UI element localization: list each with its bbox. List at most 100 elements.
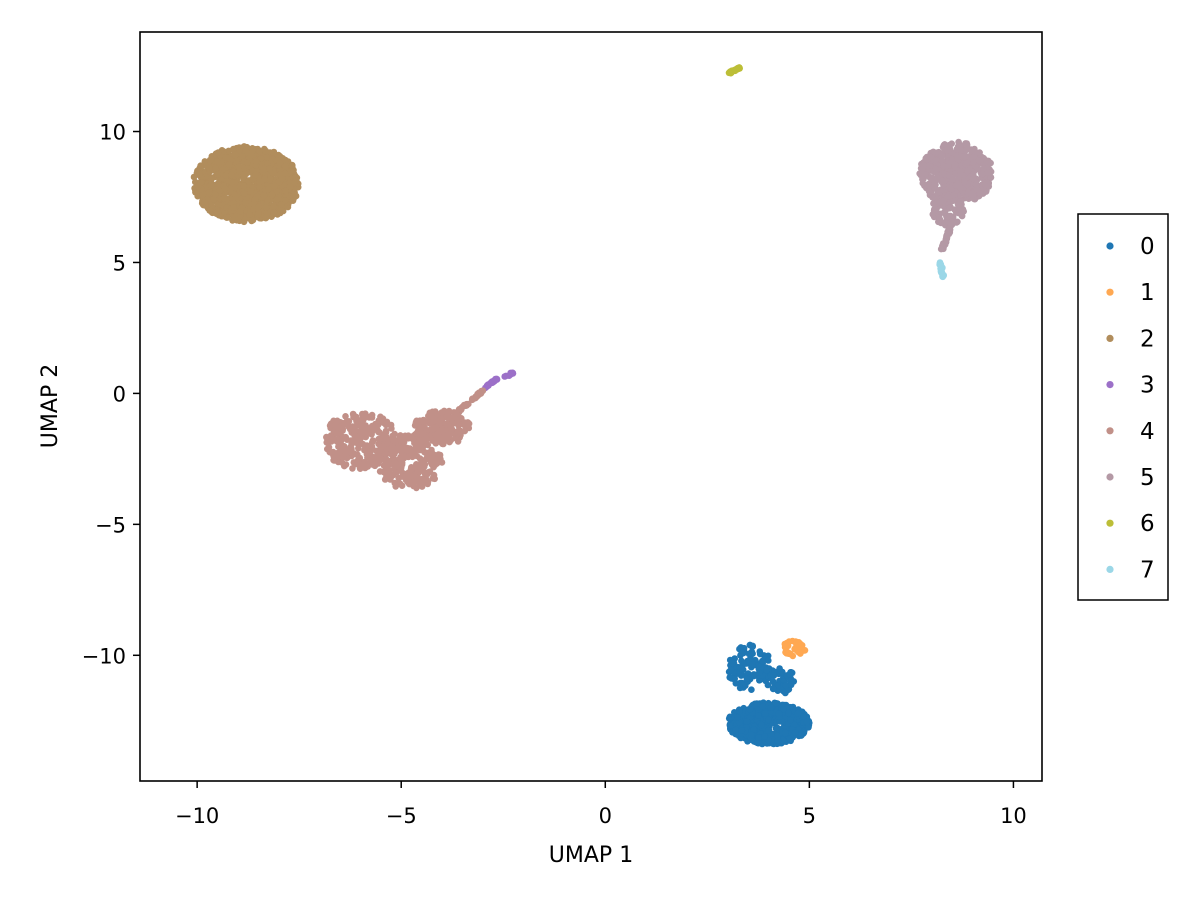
data-point (929, 194, 936, 201)
data-point (750, 726, 757, 733)
data-point (262, 214, 270, 222)
data-point (736, 707, 743, 715)
data-point (937, 245, 945, 253)
data-point (383, 418, 391, 426)
legend-item-4: 4 (1106, 419, 1155, 445)
data-point (791, 729, 799, 736)
data-point (957, 168, 964, 176)
data-point (363, 442, 371, 449)
data-point (263, 154, 270, 161)
x-tick-label: −5 (386, 804, 417, 828)
data-point (738, 727, 746, 734)
data-point (404, 445, 412, 452)
data-point (333, 429, 340, 437)
data-point (208, 175, 215, 182)
data-point (740, 644, 748, 652)
legend-marker (1106, 242, 1114, 250)
data-point (785, 709, 792, 717)
data-point (803, 718, 811, 726)
data-point (944, 193, 952, 200)
data-point (755, 712, 762, 719)
data-point (929, 211, 937, 218)
data-point (987, 159, 994, 167)
data-point (438, 409, 445, 416)
data-point (240, 175, 247, 183)
data-point (960, 208, 967, 215)
data-point (369, 437, 377, 444)
data-point (344, 421, 352, 429)
data-point (396, 480, 404, 488)
data-point (257, 155, 265, 162)
data-point (343, 448, 351, 455)
series-0-points (725, 641, 813, 748)
data-point (342, 413, 349, 420)
series-5-points (916, 138, 995, 253)
data-point (377, 455, 385, 463)
data-point (420, 416, 427, 424)
data-point (341, 462, 348, 470)
data-point (437, 434, 444, 441)
data-point (255, 210, 262, 218)
data-point (975, 157, 983, 164)
data-point (405, 435, 412, 442)
data-point (383, 464, 391, 472)
data-point (246, 211, 253, 218)
data-point (408, 464, 416, 472)
data-point (236, 208, 244, 215)
data-point (774, 732, 781, 740)
data-point (924, 181, 931, 189)
data-point (270, 209, 278, 216)
data-point (483, 383, 491, 390)
legend-marker (1106, 288, 1114, 296)
data-point (266, 165, 274, 173)
data-point (407, 472, 415, 480)
data-point (953, 146, 960, 153)
data-point (206, 207, 213, 214)
data-point (230, 204, 237, 211)
data-point (391, 479, 399, 487)
data-point (222, 172, 229, 179)
legend-item-1: 1 (1106, 280, 1155, 306)
data-point (256, 183, 263, 190)
data-point (756, 669, 763, 676)
data-point (214, 171, 221, 178)
x-tick-label: −10 (175, 804, 219, 828)
data-point (951, 161, 959, 168)
data-point (263, 204, 270, 211)
data-point (957, 198, 965, 205)
data-point (339, 453, 347, 461)
legend-marker (1106, 381, 1114, 389)
data-point (338, 442, 345, 450)
data-point (985, 183, 993, 190)
data-point (382, 427, 390, 435)
data-point (243, 159, 251, 166)
data-point (438, 427, 446, 434)
data-point (930, 200, 937, 207)
data-point (392, 460, 400, 467)
data-point (288, 162, 296, 169)
legend: 0 1 2 3 4 5 6 7 (1077, 213, 1169, 601)
x-tick-label: 5 (803, 804, 816, 828)
data-point (292, 192, 300, 200)
data-point (368, 443, 376, 450)
data-point (805, 724, 812, 731)
data-point (954, 155, 961, 162)
data-point (424, 441, 432, 449)
data-point (421, 424, 429, 431)
data-point (946, 141, 953, 149)
data-point (256, 178, 263, 186)
data-point (349, 451, 357, 458)
data-point (428, 426, 435, 433)
data-point (973, 181, 980, 188)
data-point (273, 196, 280, 203)
data-point (782, 682, 790, 689)
legend-item-0: 0 (1106, 234, 1155, 260)
data-point (216, 187, 223, 194)
data-point (424, 470, 432, 478)
data-point (770, 672, 778, 679)
data-point (206, 164, 213, 171)
data-point (946, 212, 953, 220)
data-point (738, 649, 745, 657)
data-point (798, 730, 805, 738)
data-point (941, 141, 948, 148)
